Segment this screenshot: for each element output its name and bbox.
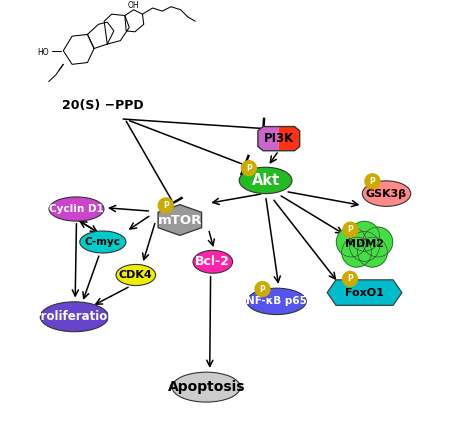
Ellipse shape xyxy=(172,372,240,402)
Circle shape xyxy=(343,271,357,287)
Ellipse shape xyxy=(362,181,410,206)
Polygon shape xyxy=(258,126,279,151)
Text: OH: OH xyxy=(128,1,139,10)
Text: Cyclin D1: Cyclin D1 xyxy=(49,204,104,214)
Ellipse shape xyxy=(247,288,306,315)
Circle shape xyxy=(363,227,392,257)
Circle shape xyxy=(158,198,173,213)
Circle shape xyxy=(350,231,380,261)
Text: Proliferation: Proliferation xyxy=(32,310,116,323)
Text: Bcl-2: Bcl-2 xyxy=(195,255,230,268)
Text: P: P xyxy=(246,164,252,173)
Polygon shape xyxy=(279,126,300,151)
Ellipse shape xyxy=(80,231,126,253)
Ellipse shape xyxy=(239,167,292,194)
Text: NF-κB p65: NF-κB p65 xyxy=(246,296,307,306)
Circle shape xyxy=(357,237,387,267)
Circle shape xyxy=(241,161,256,176)
Ellipse shape xyxy=(116,264,155,286)
Circle shape xyxy=(343,222,358,237)
Text: P: P xyxy=(347,275,353,283)
Text: P: P xyxy=(370,177,375,186)
Polygon shape xyxy=(158,205,201,235)
Circle shape xyxy=(365,174,380,189)
Circle shape xyxy=(255,282,270,296)
Polygon shape xyxy=(327,280,402,305)
Circle shape xyxy=(337,227,366,257)
Text: Akt: Akt xyxy=(252,173,280,188)
Text: P: P xyxy=(347,225,353,234)
Text: mTOR: mTOR xyxy=(158,214,202,227)
Ellipse shape xyxy=(49,197,104,221)
Circle shape xyxy=(350,221,380,251)
Text: HO: HO xyxy=(37,48,49,57)
Text: MDM2: MDM2 xyxy=(345,239,384,249)
Text: PI3K: PI3K xyxy=(264,132,294,145)
Text: 20(S) −PPD: 20(S) −PPD xyxy=(62,99,144,112)
Text: Apoptosis: Apoptosis xyxy=(167,380,245,394)
Text: P: P xyxy=(163,201,169,210)
Ellipse shape xyxy=(193,251,233,273)
Text: P: P xyxy=(260,284,265,294)
Ellipse shape xyxy=(40,302,109,332)
Text: FoxO1: FoxO1 xyxy=(345,287,384,298)
Text: CDK4: CDK4 xyxy=(119,270,153,280)
Text: C-myc: C-myc xyxy=(85,237,121,247)
Circle shape xyxy=(342,237,372,267)
Text: GSK3β: GSK3β xyxy=(366,189,407,198)
